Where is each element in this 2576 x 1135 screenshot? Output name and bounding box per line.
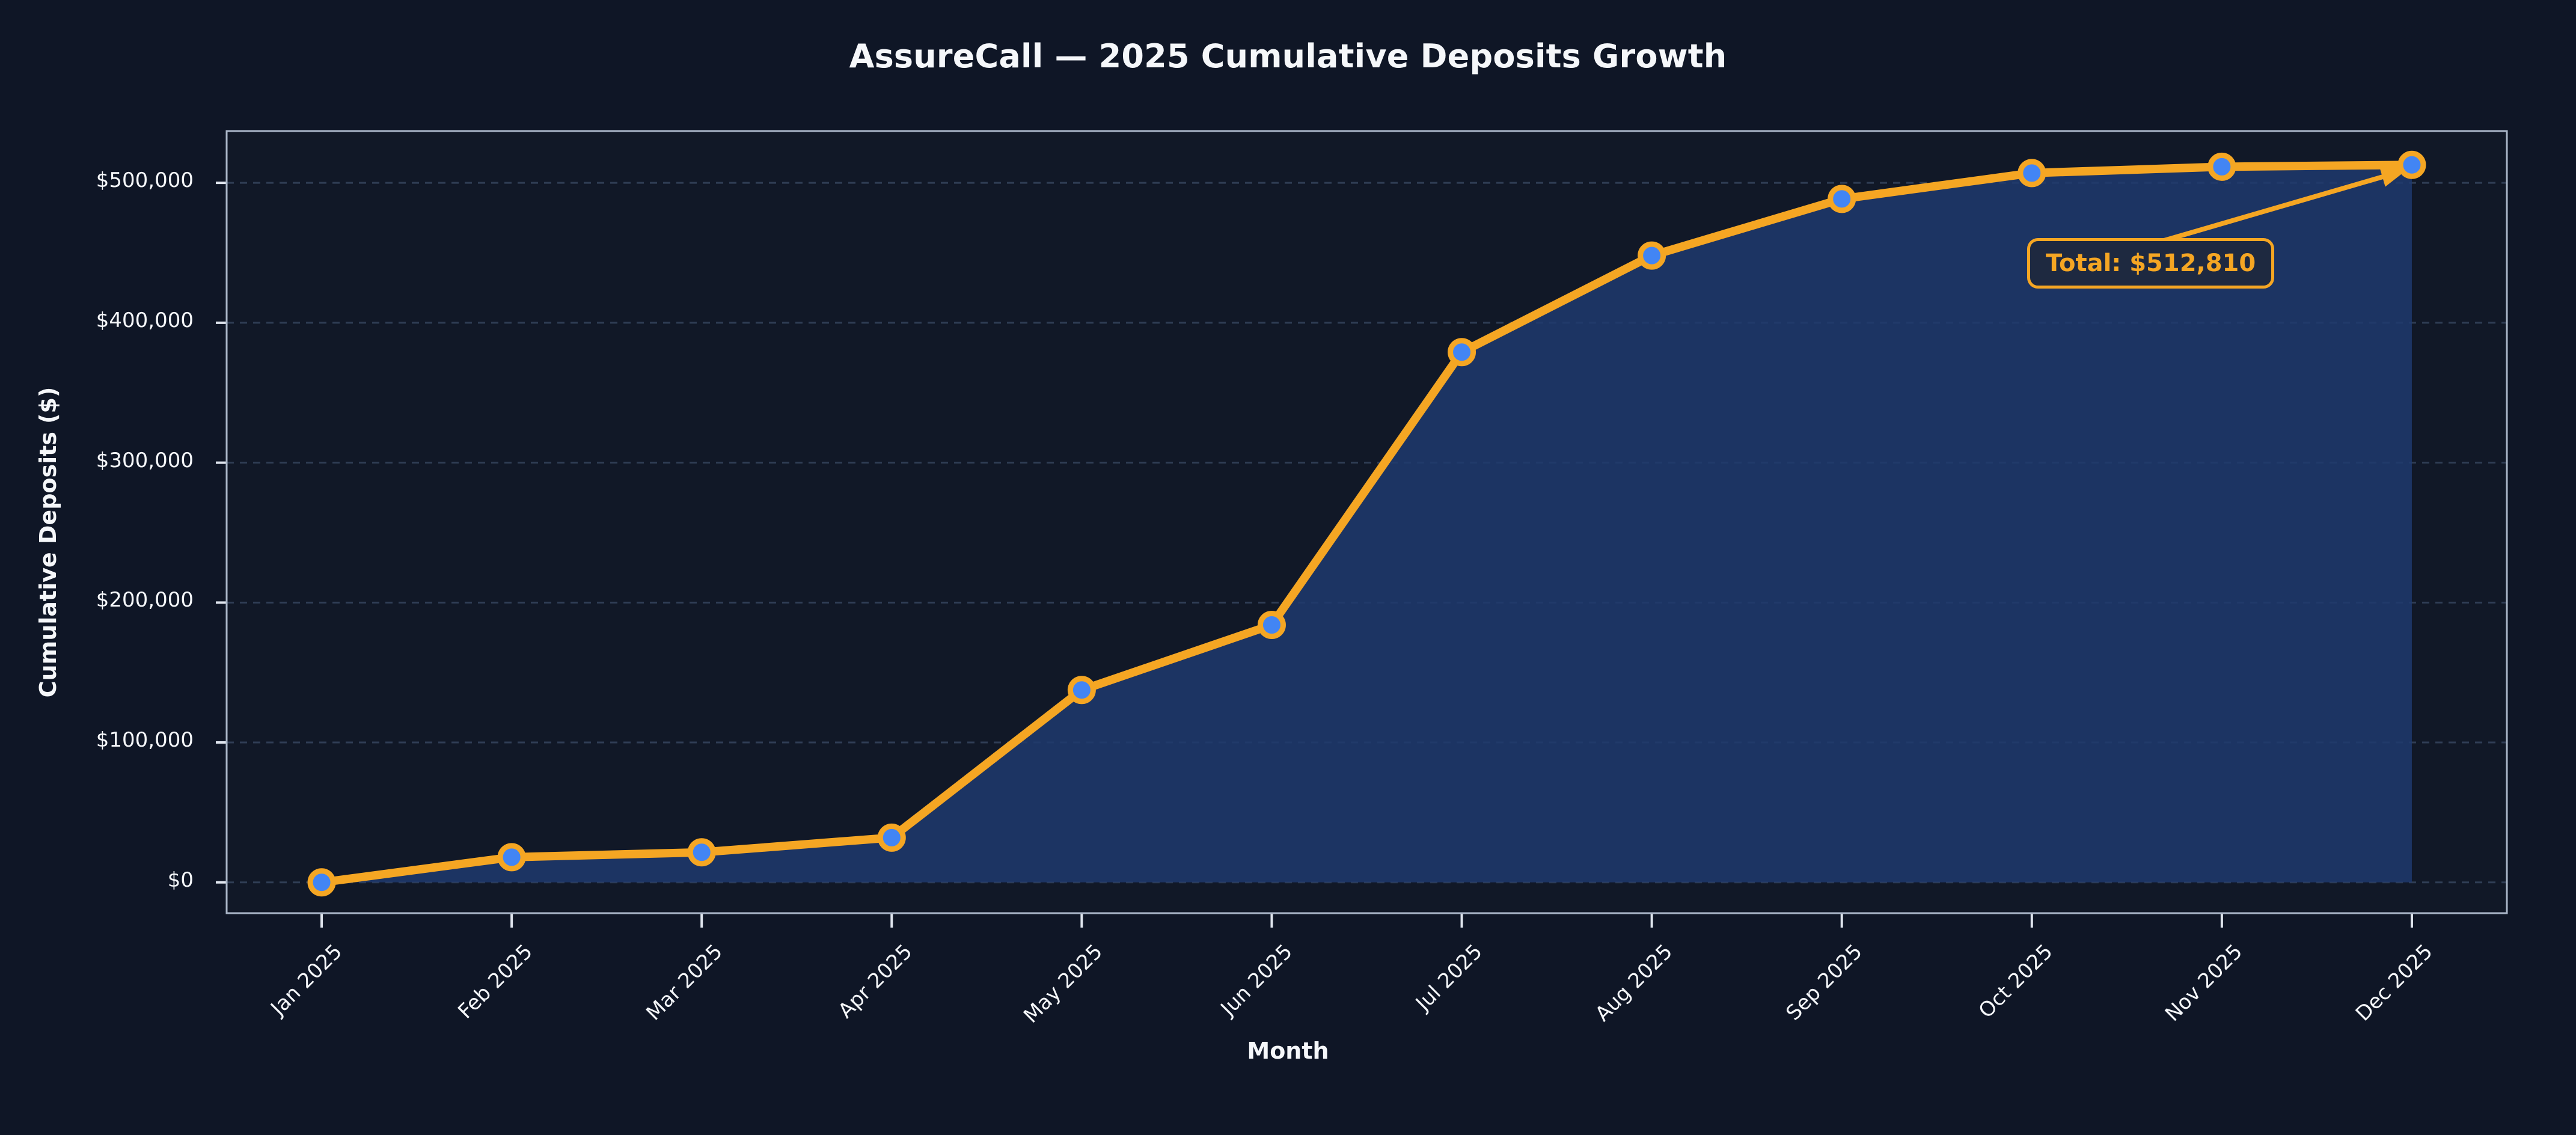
y-tick-label: $0 <box>167 867 194 892</box>
total-annotation-label: Total: $512,810 <box>2027 238 2275 289</box>
data-markers[interactable] <box>307 150 2426 897</box>
y-tick-label: $400,000 <box>96 308 194 332</box>
area-fill <box>322 165 2412 883</box>
axis-ticks <box>216 182 2413 928</box>
chart-title: AssureCall — 2025 Cumulative Deposits Gr… <box>849 37 1727 75</box>
y-tick-label: $300,000 <box>96 448 194 473</box>
y-tick-label: $100,000 <box>96 728 194 753</box>
y-tick-label: $500,000 <box>96 168 194 193</box>
data-line <box>317 161 2416 887</box>
y-axis-title: Cumulative Deposits ($) <box>35 387 61 698</box>
y-tick-label: $200,000 <box>96 588 194 613</box>
plot-border <box>225 130 2508 914</box>
x-axis-title: Month <box>1247 1038 1329 1064</box>
